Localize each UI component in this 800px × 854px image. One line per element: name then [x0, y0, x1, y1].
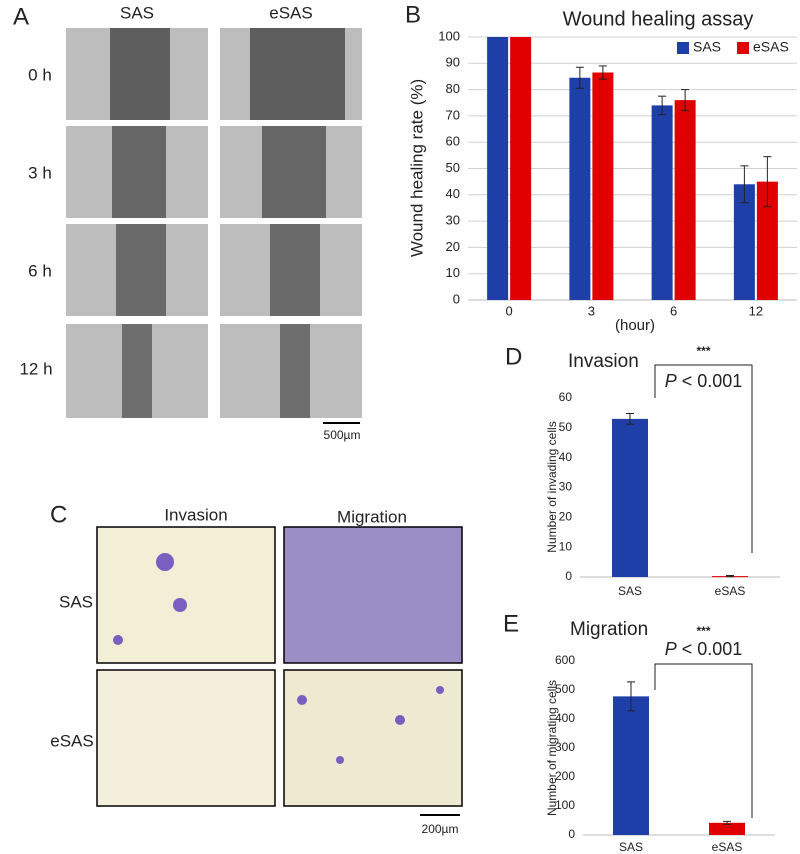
- bar: [756, 181, 778, 300]
- legend-swatch: [677, 42, 689, 54]
- y-tick-label: 80: [446, 81, 460, 96]
- y-tick-label: 200: [555, 769, 575, 783]
- x-axis-label: (hour): [615, 317, 655, 334]
- p-symbol: P: [665, 639, 677, 659]
- y-tick-label: 300: [555, 740, 575, 754]
- y-tick-label: 30: [559, 480, 573, 494]
- p-text: < 0.001: [682, 371, 743, 391]
- y-tick-label: 20: [446, 239, 460, 254]
- y-tick-label: 10: [446, 265, 460, 280]
- x-tick-label: SAS: [619, 840, 643, 854]
- p-value: P < 0.001: [665, 639, 743, 659]
- bar: [592, 72, 614, 300]
- y-tick-label: 50: [559, 420, 573, 434]
- panel-letter: E: [503, 610, 519, 637]
- y-tick-label: 0: [568, 827, 575, 841]
- y-tick-label: 20: [559, 510, 573, 524]
- legend-swatch: [737, 42, 749, 54]
- chart-title: Wound healing assay: [563, 8, 754, 30]
- y-tick-label: 400: [555, 711, 575, 725]
- x-tick-label: SAS: [618, 584, 642, 598]
- x-tick-label: 12: [749, 303, 763, 318]
- significance-stars: ***: [696, 344, 710, 358]
- column-header: eSAS: [269, 3, 312, 22]
- x-tick-label: eSAS: [712, 840, 743, 854]
- column-header: SAS: [120, 3, 154, 22]
- row-label: 6 h: [28, 261, 52, 280]
- p-symbol: P: [665, 371, 677, 391]
- y-tick-label: 70: [446, 107, 460, 122]
- legend-label: eSAS: [753, 39, 789, 55]
- y-tick-label: 40: [559, 450, 573, 464]
- bar: [613, 696, 649, 835]
- y-tick-label: 10: [559, 539, 573, 553]
- y-tick-label: 100: [438, 28, 460, 43]
- significance-bracket: [654, 364, 753, 553]
- y-tick-label: 600: [555, 653, 575, 667]
- bar: [709, 822, 745, 835]
- panel-letter: B: [405, 1, 421, 28]
- x-tick-label: 6: [670, 303, 677, 318]
- micrographs-a: [66, 28, 362, 424]
- x-tick-label: eSAS: [715, 584, 746, 598]
- legend-label: SAS: [693, 39, 721, 55]
- scale-bar-label: 500µm: [324, 428, 361, 442]
- column-header: Migration: [337, 507, 407, 526]
- y-tick-label: 60: [559, 390, 573, 404]
- bar: [569, 77, 591, 300]
- y-axis-label: Number of invading cells: [545, 421, 559, 552]
- chart-title: Invasion: [568, 351, 639, 372]
- p-value: P < 0.001: [665, 371, 743, 391]
- bar: [733, 184, 755, 300]
- chart-title: Migration: [570, 619, 648, 640]
- y-tick-label: 500: [555, 682, 575, 696]
- panel-letter: C: [50, 501, 67, 528]
- y-tick-label: 50: [446, 160, 460, 175]
- bar: [674, 100, 696, 301]
- y-tick-label: 40: [446, 186, 460, 201]
- y-tick-label: 100: [555, 798, 575, 812]
- y-axis-label: Wound healing rate (%): [407, 79, 426, 257]
- panel-letter: A: [13, 3, 29, 30]
- scale-bar-label: 200µm: [422, 822, 459, 836]
- significance-stars: ***: [696, 624, 710, 638]
- bar: [612, 418, 648, 577]
- x-tick-label: 3: [588, 303, 595, 318]
- row-label: eSAS: [50, 731, 93, 750]
- x-tick-label: 0: [506, 303, 513, 318]
- y-axis-label: Number of migrating cells: [545, 680, 559, 816]
- row-label: 12 h: [19, 359, 52, 378]
- significance-bracket: [654, 663, 753, 818]
- bar: [651, 105, 673, 300]
- y-tick-label: 0: [453, 291, 460, 306]
- column-header: Invasion: [164, 505, 227, 524]
- y-tick-label: 0: [565, 569, 572, 583]
- row-label: 0 h: [28, 65, 52, 84]
- row-label: 3 h: [28, 163, 52, 182]
- y-tick-label: 30: [446, 213, 460, 228]
- p-text: < 0.001: [682, 639, 743, 659]
- row-label: SAS: [59, 592, 93, 611]
- bar: [487, 37, 509, 300]
- y-tick-label: 60: [446, 134, 460, 149]
- bar: [510, 37, 532, 300]
- y-tick-label: 90: [446, 55, 460, 70]
- panel-letter: D: [505, 343, 522, 370]
- micrographs-c: [96, 526, 463, 816]
